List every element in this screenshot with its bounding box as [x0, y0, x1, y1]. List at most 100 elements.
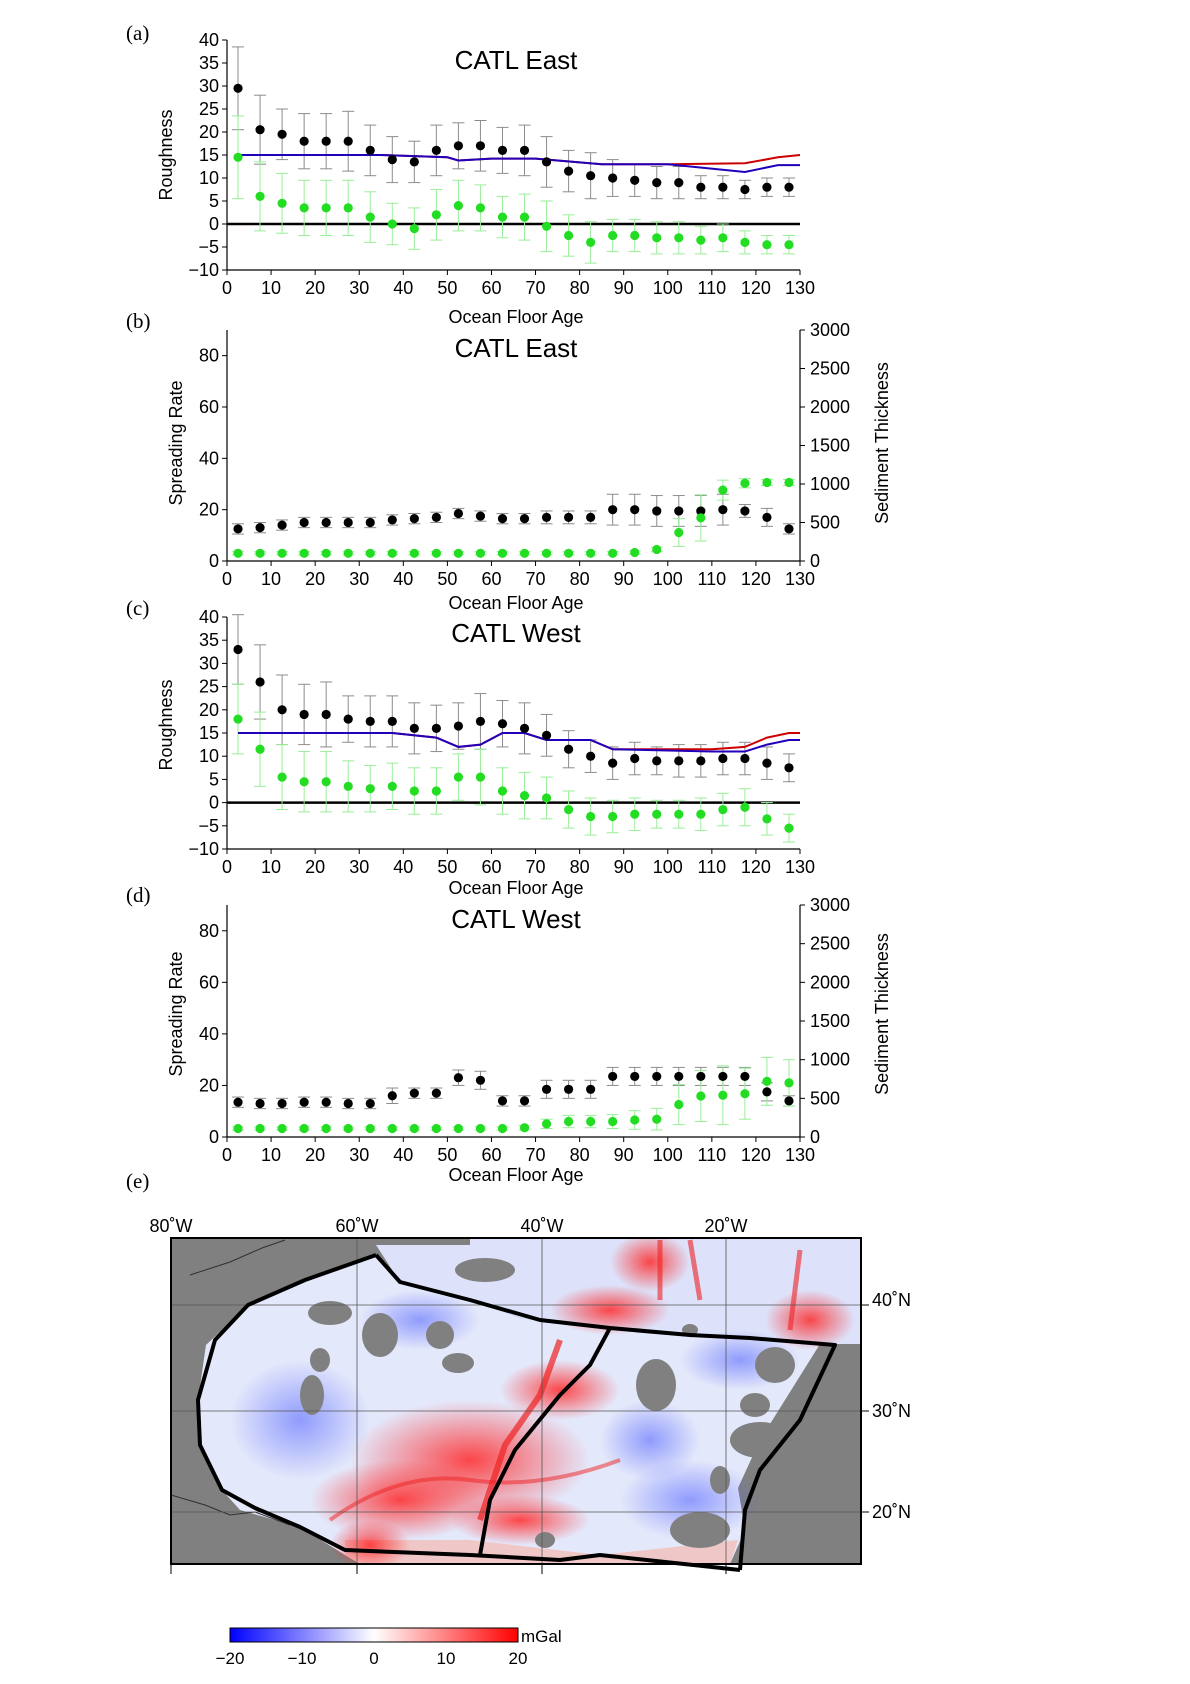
y-tick-label: −5: [198, 816, 219, 836]
data-point-green: [586, 1116, 596, 1127]
data-point-green: [586, 811, 596, 822]
coastline: [171, 1494, 291, 1526]
data-point-green: [277, 772, 287, 782]
data-point-black: [277, 129, 287, 139]
data-point-green: [541, 793, 552, 803]
colorbar-tick-label: −10: [288, 1649, 317, 1668]
data-point-green: [321, 777, 331, 787]
data-point-green: [321, 1123, 331, 1134]
panel-letter-a: (a): [126, 21, 149, 45]
data-point-green: [652, 1114, 662, 1124]
data-point-black: [343, 1098, 353, 1109]
data-point-green: [453, 548, 464, 558]
data-point-black: [387, 155, 397, 165]
data-point-green: [233, 548, 243, 558]
y-tick-label: 80: [199, 346, 219, 366]
model-line-blue: [238, 732, 800, 753]
data-point-black: [453, 508, 464, 519]
data-point-green: [784, 1078, 794, 1088]
data-point-black: [541, 512, 552, 522]
x-tick-label: 100: [653, 569, 683, 589]
panel-letter-b: (b): [126, 309, 151, 333]
data-point-green: [586, 548, 596, 558]
data-point-green: [541, 221, 552, 231]
data-point-green: [431, 210, 441, 220]
data-point-black: [519, 723, 530, 733]
y-tick-label: 40: [199, 607, 219, 627]
x-axis-label: Ocean Floor Age: [448, 307, 583, 327]
y-tick-label: 15: [199, 723, 219, 743]
data-point-black: [365, 517, 375, 528]
data-point-green: [431, 548, 441, 558]
data-point-green: [563, 548, 574, 558]
y-tick-label: 25: [199, 677, 219, 697]
x-tick-label: 0: [222, 857, 232, 877]
data-point-black: [365, 1098, 375, 1109]
y-tick-label: 30: [199, 653, 219, 673]
data-point-green: [255, 1123, 265, 1134]
x-tick-label: 10: [261, 278, 281, 298]
chart-title: CATL East: [455, 45, 579, 75]
data-point-green: [652, 809, 662, 819]
data-point-black: [343, 714, 353, 724]
data-point-green: [387, 548, 397, 558]
data-point-black: [563, 166, 574, 176]
data-point-green: [740, 478, 750, 488]
data-point-black: [762, 1087, 772, 1097]
x-tick-label: 120: [741, 569, 771, 589]
y-right-tick-label: 0: [810, 551, 820, 571]
x-tick-label: 80: [570, 857, 590, 877]
data-point-green: [409, 548, 419, 558]
data-point-green: [409, 224, 419, 234]
x-tick-label: 130: [785, 857, 815, 877]
x-tick-label: 90: [614, 569, 634, 589]
chart-title: CATL East: [455, 333, 579, 363]
data-point-green: [718, 804, 728, 815]
data-point-black: [608, 173, 618, 183]
data-point-black: [652, 756, 662, 766]
x-tick-label: 40: [393, 278, 413, 298]
data-point-black: [652, 178, 662, 188]
panel-letter-c: (c): [126, 596, 149, 620]
y-tick-label: 30: [199, 76, 219, 96]
data-point-green: [762, 477, 772, 488]
lat-label-30n: 30˚N: [872, 1401, 911, 1421]
data-point-black: [453, 141, 464, 151]
data-point-black: [586, 1084, 596, 1094]
data-point-green: [453, 201, 464, 211]
x-tick-label: 30: [349, 278, 369, 298]
y-axis-label: Roughness: [156, 109, 176, 200]
chart-panel-b: CATL East Spreading Rate Sediment Thickn…: [166, 320, 892, 613]
data-point-black: [233, 524, 243, 534]
x-tick-label: 90: [614, 857, 634, 877]
data-point-black: [762, 182, 772, 192]
data-point-green: [630, 1115, 640, 1125]
data-point-black: [409, 514, 419, 524]
data-point-black: [387, 515, 397, 525]
data-point-green: [762, 1076, 772, 1086]
data-point-black: [674, 506, 684, 516]
y-right-tick-label: 3000: [810, 895, 850, 915]
data-point-black: [431, 512, 441, 522]
data-point-green: [608, 1116, 618, 1127]
data-point-green: [299, 777, 309, 787]
x-tick-label: 70: [526, 569, 546, 589]
y-tick-label: −5: [198, 237, 219, 257]
data-point-green: [255, 744, 265, 754]
y-right-tick-label: 1000: [810, 1050, 850, 1070]
x-tick-label: 130: [785, 278, 815, 298]
data-point-green: [784, 240, 794, 250]
data-point-black: [255, 125, 265, 135]
data-point-green: [696, 513, 706, 523]
x-tick-label: 20: [305, 278, 325, 298]
data-point-black: [299, 709, 309, 720]
data-point-black: [674, 178, 684, 188]
y-right-tick-label: 2500: [810, 359, 850, 379]
x-tick-label: 50: [437, 1145, 457, 1165]
y-tick-label: 0: [209, 214, 219, 234]
data-point-green: [431, 1123, 441, 1134]
data-point-black: [563, 512, 574, 522]
x-tick-label: 130: [785, 1145, 815, 1165]
x-tick-label: 50: [437, 569, 457, 589]
